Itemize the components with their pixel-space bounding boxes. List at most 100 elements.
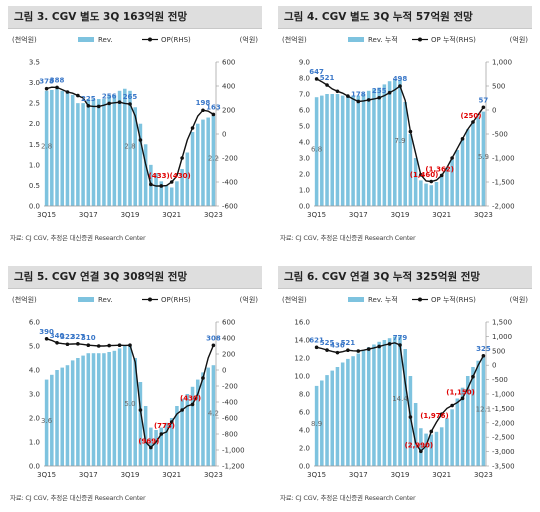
rev-bar [465, 376, 470, 466]
chart-title: 그림 6. CGV 연결 3Q 누적 325억원 전망 [278, 266, 532, 289]
rev-bar [314, 385, 319, 466]
rev-bar [366, 90, 371, 206]
op-marker [481, 354, 486, 358]
op-value-label: 779 [393, 334, 408, 342]
combo-chart-2: (천억원) (억원) Rev. 누적 OP 누적(RHS) 0.0 1.0 2.0 3.0 4.… [282, 35, 528, 219]
rev-bar [86, 353, 91, 466]
op-marker [325, 83, 329, 87]
x-tick-label: 3Q21 [432, 471, 451, 479]
rev-bar [50, 89, 54, 206]
combo-chart-4: (천억원) (억원)Rev. 누적 OP 누적(RHS)0.02.04.06.08.… [282, 295, 528, 479]
rev-bar [96, 353, 101, 466]
x-tick-label: 3Q23 [204, 211, 223, 219]
rev-bar [55, 370, 59, 466]
rev-bar [351, 356, 355, 466]
rev-bar [335, 367, 340, 466]
x-tick-label: 3Q17 [79, 211, 98, 219]
rev-bar [330, 370, 335, 466]
x-tick-label: 3Q21 [432, 211, 451, 219]
rev-bar [159, 181, 164, 206]
op-marker [76, 93, 80, 98]
op-value-label: 621 [309, 336, 324, 344]
rev-bar [60, 367, 65, 466]
rev-bar [76, 103, 80, 206]
op-marker [325, 348, 329, 352]
op-marker [408, 129, 413, 134]
right-tick-label: -200 [222, 383, 238, 391]
op-marker [107, 343, 111, 348]
rev-bar [481, 357, 486, 466]
left-axis-unit: (천억원) [12, 35, 37, 44]
left-tick-label: 5.0 [29, 343, 40, 351]
rev-bar [190, 386, 195, 466]
rev-bar [403, 102, 407, 206]
op-marker [398, 84, 402, 88]
rev-bar [70, 94, 75, 206]
rev-bar [387, 338, 392, 466]
op-negative-label: (1,976) [420, 412, 449, 420]
rev-bar [413, 403, 418, 466]
rev-bar [424, 183, 428, 206]
rev-bar [424, 433, 428, 466]
op-marker [180, 408, 184, 412]
combo-chart-3: (천억원) (억원) Rev. OP(RHS) 0.0 1.0 2.0 3.0 4.0 5.0 6.… [12, 295, 258, 479]
rev-bar [450, 409, 454, 466]
rev-bar [377, 87, 381, 206]
left-tick-label: 4.0 [29, 367, 40, 375]
right-tick-label: 1,000 [492, 333, 512, 341]
op-value-label: 340 [50, 332, 65, 340]
rev-bar [76, 358, 80, 466]
rev-bar [320, 380, 324, 466]
left-axis-unit: (천억원) [282, 295, 307, 304]
op-marker [377, 95, 381, 100]
left-tick-label: 0.5 [29, 182, 40, 190]
right-tick-label: -3,500 [492, 463, 515, 471]
combo-chart-1: (천억원) (억원) Rev. OP(RHS) 0.0 0.5 1.0 1.5 2.0 2.5 3.… [12, 35, 258, 219]
op-marker [190, 402, 195, 407]
op-marker [356, 99, 361, 104]
op-value-label: 378 [39, 78, 54, 86]
rev-bar [102, 353, 106, 466]
op-marker [190, 126, 195, 130]
left-tick-label: 3.0 [29, 391, 40, 399]
rev-value-label: 8.9 [311, 420, 322, 428]
rev-bar [356, 353, 361, 466]
rev-bar [154, 173, 158, 206]
op-marker [149, 182, 153, 187]
op-negative-label: (250) [460, 112, 481, 120]
rev-bar [445, 418, 449, 466]
rev-bar [471, 121, 475, 206]
x-tick-label: 3Q23 [204, 471, 223, 479]
legend-bar-swatch [78, 297, 94, 302]
rev-bar [366, 347, 371, 466]
x-tick-label: 3Q17 [349, 211, 368, 219]
left-tick-label: 2.0 [29, 415, 40, 423]
rev-value-label: 12.1 [476, 406, 492, 414]
left-tick-label: 14.0 [294, 337, 310, 345]
op-marker [387, 342, 392, 346]
rev-value-label: 5.0 [124, 400, 135, 408]
rev-bar [377, 341, 381, 466]
right-tick-label: 400 [222, 335, 235, 343]
x-tick-label: 3Q15 [37, 471, 56, 479]
op-negative-label: (1,150) [446, 388, 475, 396]
source-note: 자료: CJ CGV, 추정은 대신증권 Research Center [280, 494, 416, 502]
rev-bar [413, 158, 418, 206]
left-tick-label: 4.0 [299, 139, 310, 147]
right-tick-label: 500 [492, 347, 505, 355]
op-marker [346, 348, 350, 352]
rev-bar [91, 99, 96, 206]
rev-bar [211, 115, 216, 206]
legend-line-marker [418, 37, 422, 42]
op-marker [86, 104, 91, 108]
left-tick-label: 8.0 [299, 391, 310, 399]
op-value-label: 436 [330, 342, 345, 350]
rev-bar [185, 394, 190, 466]
op-marker [211, 343, 216, 348]
op-value-label: 388 [50, 76, 65, 84]
op-marker [128, 102, 132, 106]
op-marker [460, 396, 465, 401]
rev-bar [201, 119, 205, 206]
op-marker [387, 90, 392, 95]
right-tick-label: -1,000 [492, 391, 515, 399]
